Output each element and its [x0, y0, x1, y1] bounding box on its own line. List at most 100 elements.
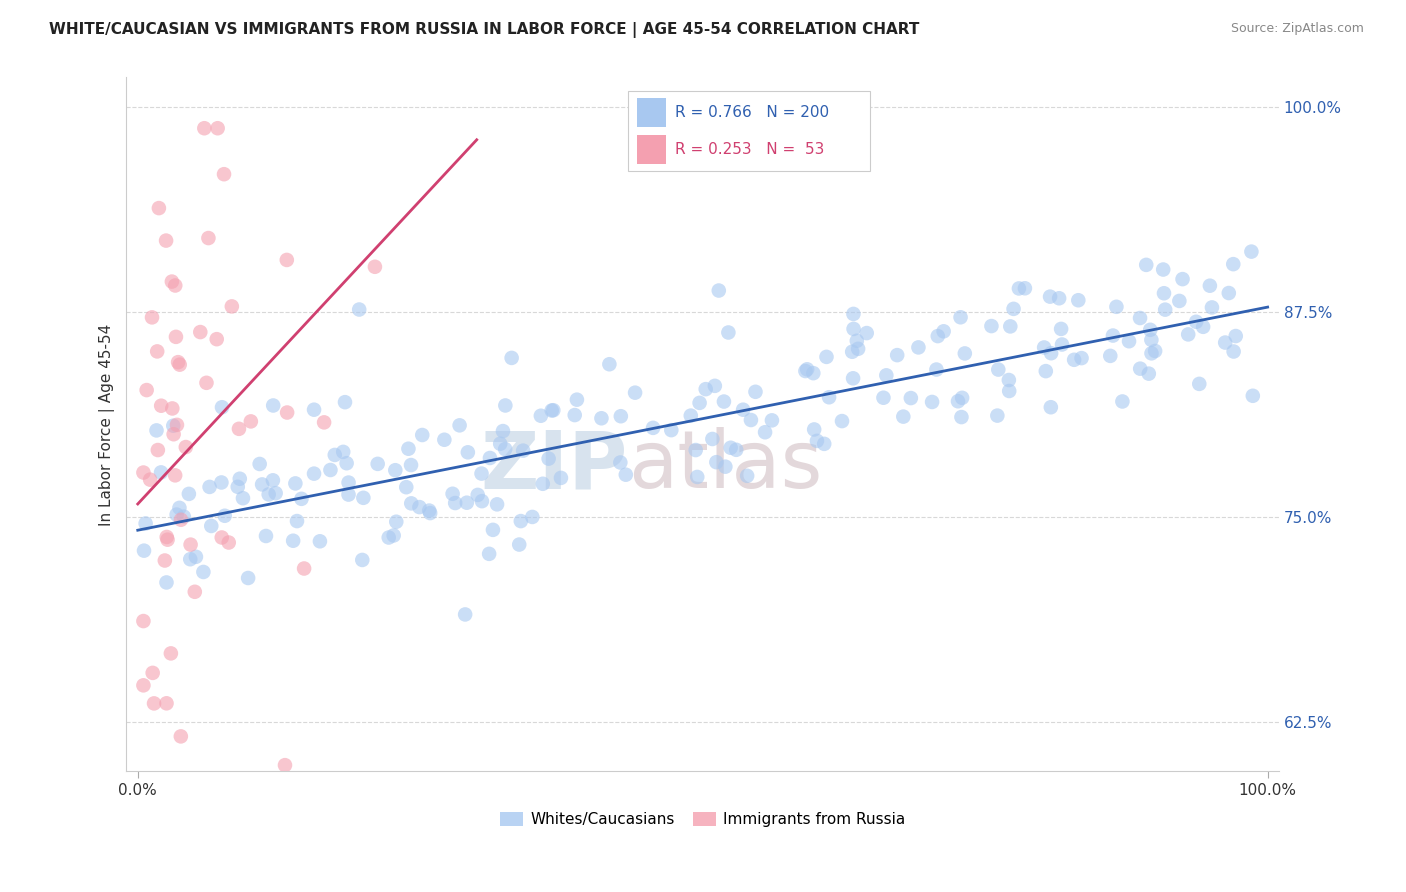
- Point: [550, 471, 572, 485]
- Point: [950, 410, 973, 425]
- Point: [347, 302, 370, 317]
- Point: [254, 529, 277, 543]
- Point: [875, 368, 897, 383]
- Point: [1222, 344, 1244, 359]
- Point: [872, 391, 894, 405]
- Point: [1063, 352, 1085, 367]
- Point: [1140, 346, 1163, 360]
- Point: [135, 516, 157, 531]
- FancyBboxPatch shape: [637, 98, 666, 128]
- Point: [302, 467, 325, 481]
- Point: [713, 394, 735, 409]
- Point: [184, 549, 207, 564]
- Point: [482, 523, 505, 537]
- Point: [1040, 346, 1063, 360]
- Point: [531, 476, 554, 491]
- Point: [796, 362, 818, 376]
- Point: [309, 534, 332, 549]
- Point: [173, 847, 195, 861]
- Point: [139, 473, 162, 487]
- Point: [195, 376, 218, 390]
- Point: [188, 325, 211, 339]
- Text: Source: ZipAtlas.com: Source: ZipAtlas.com: [1230, 22, 1364, 36]
- Point: [702, 432, 724, 446]
- Text: WHITE/CAUCASIAN VS IMMIGRANTS FROM RUSSIA IN LABOR FORCE | AGE 45-54 CORRELATION: WHITE/CAUCASIAN VS IMMIGRANTS FROM RUSSI…: [49, 22, 920, 38]
- Point: [167, 355, 190, 369]
- Point: [565, 392, 588, 407]
- Point: [333, 395, 356, 409]
- Point: [229, 472, 252, 486]
- Point: [761, 413, 783, 427]
- Point: [146, 344, 169, 359]
- Point: [1185, 315, 1208, 329]
- Point: [501, 351, 523, 365]
- Point: [686, 470, 709, 484]
- Point: [494, 399, 516, 413]
- Point: [456, 496, 478, 510]
- Point: [1139, 323, 1161, 337]
- Point: [794, 364, 817, 378]
- Point: [537, 451, 560, 466]
- Point: [891, 409, 914, 424]
- Point: [540, 403, 562, 417]
- Point: [598, 357, 620, 371]
- Text: R = 0.253   N =  53: R = 0.253 N = 53: [675, 142, 824, 157]
- Point: [165, 278, 187, 293]
- Point: [1153, 286, 1175, 301]
- Point: [205, 332, 228, 346]
- Point: [842, 307, 865, 321]
- Point: [226, 480, 249, 494]
- Point: [193, 565, 215, 579]
- Point: [314, 416, 336, 430]
- Point: [276, 252, 298, 267]
- Point: [274, 758, 297, 772]
- Point: [150, 399, 173, 413]
- Text: ZIP: ZIP: [481, 427, 628, 505]
- Point: [689, 396, 711, 410]
- Point: [744, 384, 766, 399]
- Point: [165, 468, 187, 483]
- Point: [132, 543, 155, 558]
- Point: [695, 382, 717, 396]
- Point: [155, 696, 177, 710]
- Point: [1105, 300, 1128, 314]
- Point: [236, 571, 259, 585]
- Point: [950, 391, 973, 405]
- Point: [1213, 335, 1236, 350]
- Point: [162, 401, 184, 416]
- Point: [1129, 361, 1152, 376]
- Point: [714, 459, 737, 474]
- Point: [614, 467, 637, 482]
- Point: [292, 561, 315, 575]
- Point: [367, 457, 389, 471]
- Point: [478, 450, 501, 465]
- Point: [1135, 258, 1157, 272]
- Point: [735, 468, 758, 483]
- Point: [489, 436, 512, 450]
- Point: [1050, 322, 1073, 336]
- Point: [143, 697, 166, 711]
- Point: [132, 678, 155, 692]
- Point: [323, 448, 346, 462]
- Point: [160, 646, 183, 660]
- Point: [257, 487, 280, 501]
- Point: [949, 310, 972, 325]
- Point: [659, 423, 682, 437]
- Point: [886, 348, 908, 362]
- Point: [198, 480, 221, 494]
- Point: [522, 510, 544, 524]
- Point: [382, 528, 405, 542]
- Point: [281, 533, 304, 548]
- Point: [262, 473, 284, 487]
- Point: [193, 121, 215, 136]
- Point: [530, 409, 553, 423]
- Point: [290, 491, 312, 506]
- Point: [1241, 389, 1264, 403]
- Point: [1033, 341, 1056, 355]
- Point: [907, 340, 929, 354]
- Point: [1111, 394, 1133, 409]
- Point: [148, 201, 170, 215]
- Point: [166, 417, 188, 432]
- Point: [385, 515, 408, 529]
- Point: [179, 552, 201, 566]
